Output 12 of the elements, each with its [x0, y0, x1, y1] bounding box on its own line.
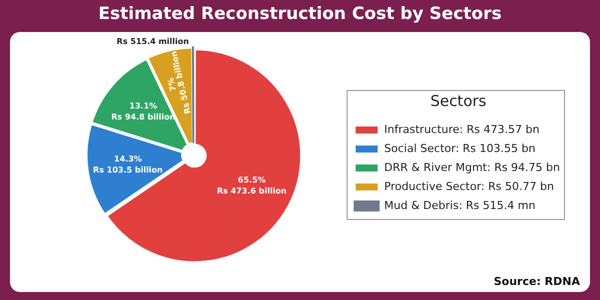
data-label: Rs 515.4 million	[116, 37, 190, 46]
legend-label: Mud & Debris: Rs 515.4 mn	[384, 198, 536, 212]
legend-label: Infrastructure: Rs 473.57 bn	[384, 122, 540, 136]
data-label: 65.5% Rs 473.6 billion	[216, 176, 287, 196]
legend-label: Social Sector: Rs 103.55 bn	[384, 142, 536, 155]
legend-label: DRR & River Mgmt: Rs 94.75 bn	[384, 160, 560, 174]
legend-title: Sectors	[430, 92, 487, 110]
data-label: 14.3% Rs 103.5 billion	[93, 154, 164, 174]
legend-label: Productive Sector: Rs 50.77 bn	[384, 180, 554, 193]
source-note: Source: RDNA	[494, 275, 580, 288]
data-label: 7% Rs 50.8 billion	[166, 50, 192, 115]
chart-title: Estimated Reconstruction Cost by Sectors	[97, 4, 503, 24]
